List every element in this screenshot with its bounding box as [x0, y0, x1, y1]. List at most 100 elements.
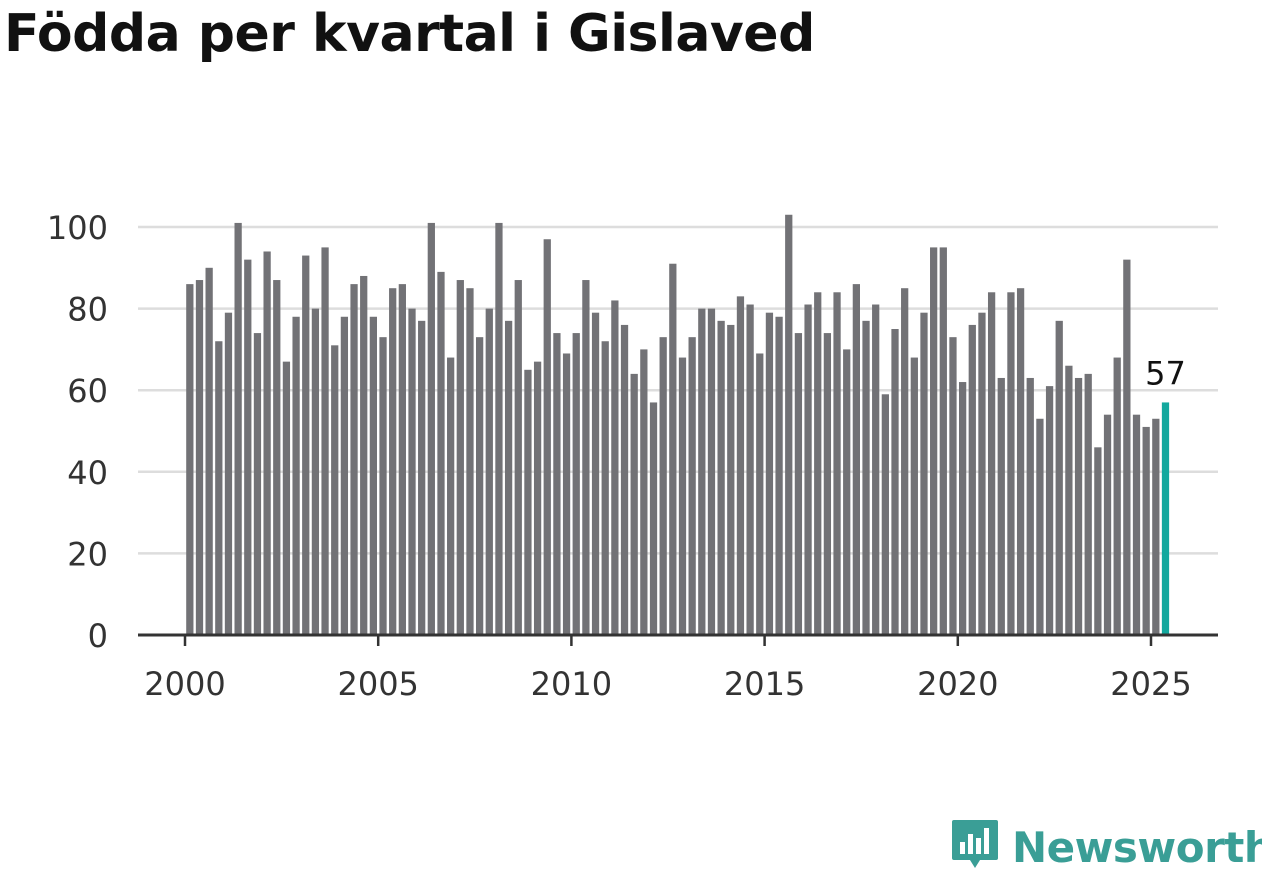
bar — [398, 284, 406, 635]
bar — [843, 349, 851, 635]
y-tick-label: 60 — [67, 372, 108, 410]
bar — [360, 275, 368, 635]
bar — [872, 304, 880, 635]
bar — [369, 316, 377, 635]
labels: 0 20 40 60 80 100 57 2000 2005 2010 2015 2020 2025 — [47, 209, 1192, 703]
bar — [833, 292, 841, 635]
bar — [920, 312, 928, 635]
bar — [1103, 414, 1112, 635]
bar — [379, 337, 387, 635]
bar — [1065, 365, 1073, 635]
bar — [630, 373, 638, 635]
bar — [543, 239, 551, 636]
bar — [504, 320, 513, 635]
bar — [1132, 414, 1141, 635]
bar — [591, 312, 600, 635]
bar — [1142, 426, 1150, 635]
bar — [707, 308, 716, 635]
bar — [775, 316, 783, 635]
bar — [852, 284, 860, 635]
y-tick-label: 20 — [67, 535, 108, 573]
bar — [195, 280, 204, 635]
bar — [930, 247, 938, 635]
bar — [678, 357, 687, 635]
bar — [1026, 377, 1034, 635]
chart-title: Födda per kvartal i Gislaved — [4, 4, 815, 64]
y-tick-label: 80 — [67, 291, 108, 329]
bar — [476, 337, 484, 635]
bar — [698, 308, 706, 635]
bar — [1074, 377, 1083, 635]
bar — [1036, 418, 1044, 635]
bar — [427, 222, 435, 636]
bar — [1045, 386, 1054, 635]
bar — [408, 308, 416, 635]
bar — [804, 304, 812, 635]
brand-logo: Newsworthy — [950, 818, 1262, 876]
bar — [466, 288, 474, 635]
bar — [514, 280, 522, 635]
bar — [688, 337, 696, 635]
bar — [959, 382, 967, 635]
bar — [910, 357, 918, 635]
bar — [987, 292, 996, 635]
bar — [205, 267, 213, 635]
bar — [997, 377, 1005, 635]
bar — [794, 333, 803, 635]
bar — [611, 300, 619, 635]
y-tick-label: 100 — [47, 209, 108, 247]
bar — [649, 402, 658, 635]
x-tick-label: 2005 — [337, 665, 418, 703]
y-tick-label: 40 — [67, 454, 108, 492]
bar — [485, 308, 493, 635]
bar — [1016, 288, 1025, 635]
bar — [765, 312, 774, 635]
bar — [562, 353, 571, 635]
bar — [727, 324, 735, 635]
x-tick-label: 2025 — [1110, 665, 1191, 703]
bar — [253, 333, 262, 635]
bar — [418, 320, 426, 635]
x-tick-label: 2020 — [917, 665, 998, 703]
x-tick-label: 2015 — [724, 665, 805, 703]
bar — [495, 222, 503, 636]
bar — [901, 288, 909, 635]
bar — [1152, 418, 1160, 635]
bar — [891, 329, 899, 635]
bar — [215, 341, 223, 635]
bar — [814, 292, 822, 635]
bar — [881, 394, 889, 635]
bar — [553, 333, 561, 635]
bar-highlight — [1161, 402, 1170, 635]
x-tick-label: 2000 — [144, 665, 225, 703]
bar — [601, 341, 609, 635]
bar — [862, 320, 870, 635]
bar — [311, 308, 320, 635]
bar — [186, 284, 194, 635]
bar — [1055, 320, 1063, 635]
bar — [273, 280, 281, 635]
bar — [447, 357, 455, 635]
bar — [746, 304, 754, 635]
bar — [340, 316, 349, 635]
bar — [244, 259, 252, 635]
bar — [302, 255, 310, 635]
bar — [1084, 373, 1092, 635]
bar — [1123, 259, 1131, 635]
bar — [456, 280, 464, 635]
bar — [640, 349, 648, 635]
bar — [949, 337, 957, 635]
y-tick-label: 0 — [88, 617, 108, 655]
bar — [524, 369, 532, 635]
bars — [186, 214, 1170, 636]
bar — [978, 312, 986, 635]
bar — [282, 361, 291, 635]
bar — [389, 288, 397, 635]
bar — [939, 247, 947, 635]
bar — [620, 324, 629, 635]
bar — [572, 333, 580, 635]
bar — [292, 316, 300, 635]
bar — [533, 361, 542, 635]
bar — [437, 271, 445, 635]
